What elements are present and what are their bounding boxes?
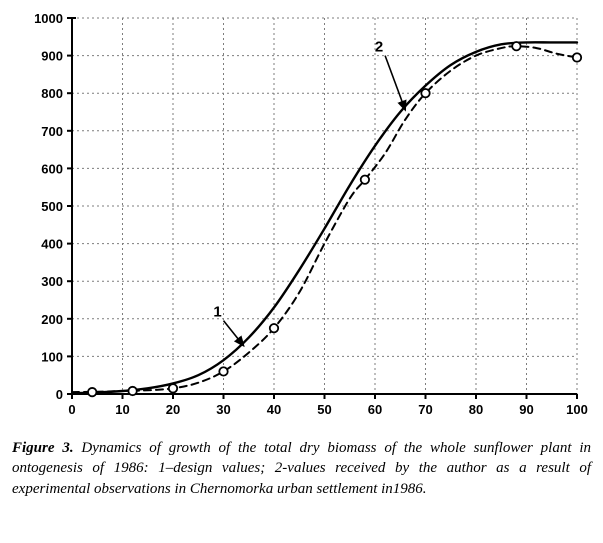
- svg-text:1000: 1000: [34, 11, 63, 26]
- svg-text:0: 0: [56, 387, 63, 402]
- svg-text:80: 80: [469, 402, 483, 417]
- svg-text:800: 800: [41, 86, 63, 101]
- svg-text:600: 600: [41, 161, 63, 176]
- svg-text:500: 500: [41, 199, 63, 214]
- svg-text:1: 1: [213, 304, 221, 321]
- svg-text:20: 20: [166, 402, 180, 417]
- chart-svg: 0 100 200 300 400 500 600 700 800 900 1000 0 10 20 30 4…: [8, 8, 595, 428]
- svg-text:40: 40: [267, 402, 281, 417]
- svg-text:10: 10: [115, 402, 129, 417]
- figure-caption-text: Dynamics of growth of the total dry biom…: [12, 440, 591, 497]
- svg-text:900: 900: [41, 49, 63, 64]
- svg-text:700: 700: [41, 124, 63, 139]
- svg-text:60: 60: [368, 402, 382, 417]
- svg-text:100: 100: [41, 349, 63, 364]
- svg-text:2: 2: [375, 39, 383, 56]
- svg-text:200: 200: [41, 312, 63, 327]
- svg-text:100: 100: [566, 402, 588, 417]
- figure-label: Figure 3.: [12, 440, 74, 456]
- svg-text:30: 30: [216, 402, 230, 417]
- svg-text:0: 0: [68, 402, 75, 417]
- figure-container: 0 100 200 300 400 500 600 700 800 900 1000 0 10 20 30 4…: [8, 8, 595, 499]
- svg-text:90: 90: [519, 402, 533, 417]
- chart: 0 100 200 300 400 500 600 700 800 900 1000 0 10 20 30 4…: [8, 8, 595, 428]
- svg-text:400: 400: [41, 237, 63, 252]
- figure-caption: Figure 3. Dynamics of growth of the tota…: [8, 438, 595, 499]
- svg-text:50: 50: [317, 402, 331, 417]
- svg-text:300: 300: [41, 274, 63, 289]
- svg-text:70: 70: [418, 402, 432, 417]
